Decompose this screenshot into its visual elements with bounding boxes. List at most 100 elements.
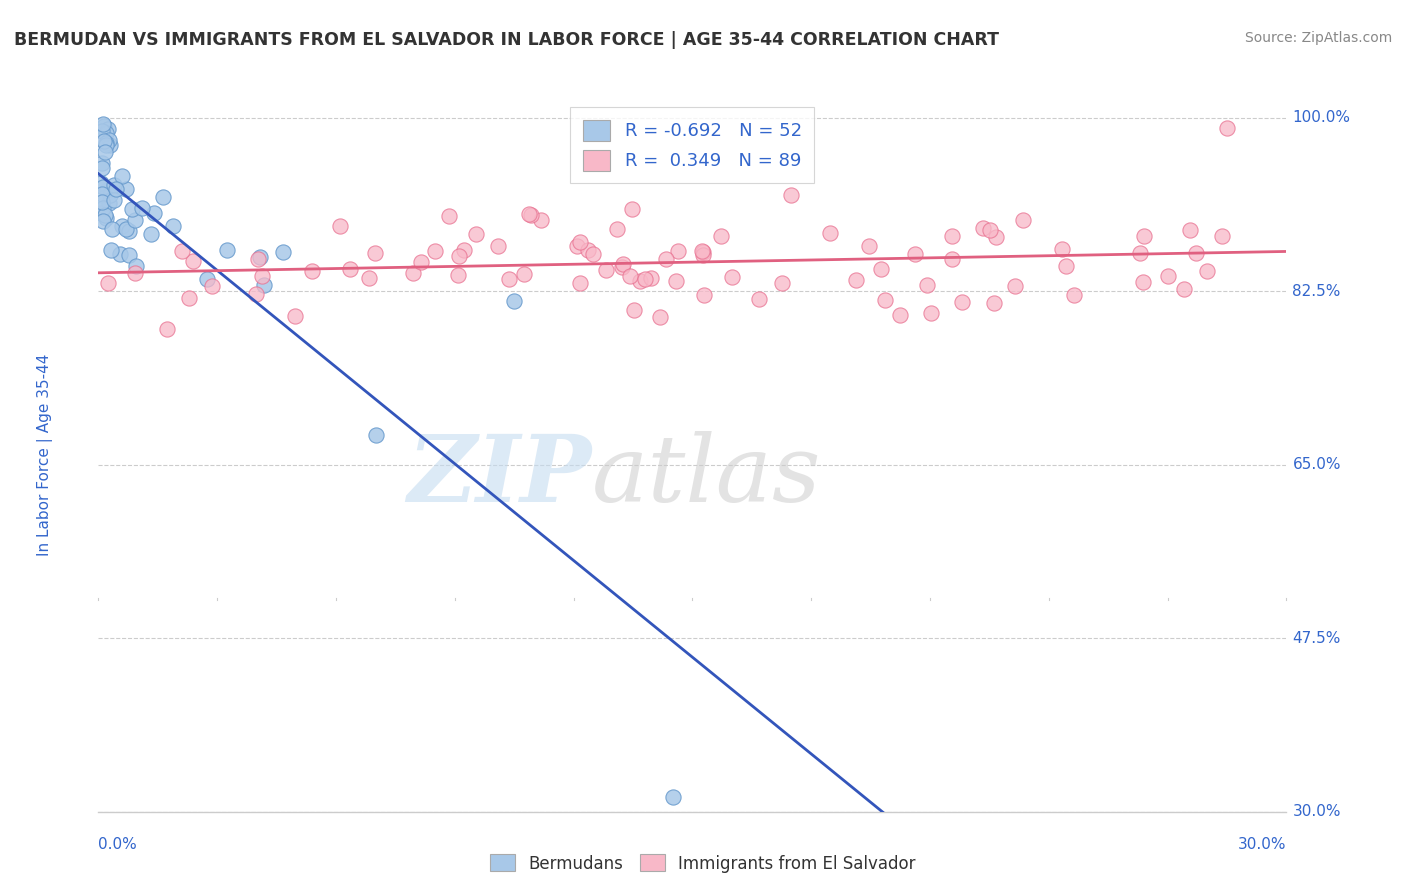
Point (628, 274, 651, 288)
Point (520, 208, 543, 222)
Point (709, 229, 731, 244)
Point (661, 789, 683, 804)
Point (692, 244, 714, 259)
Point (904, 246, 927, 260)
Point (1173, 282, 1195, 296)
Point (98, 138, 121, 153)
Point (284, 309, 307, 323)
Text: 100.0%: 100.0% (1292, 111, 1350, 126)
Text: BERMUDAN VS IMMIGRANTS FROM EL SALVADOR IN LABOR FORCE | AGE 35-44 CORRELATION C: BERMUDAN VS IMMIGRANTS FROM EL SALVADOR … (14, 31, 1000, 49)
Point (339, 261, 361, 276)
Point (1185, 246, 1208, 260)
Point (770, 276, 793, 290)
Point (666, 244, 689, 259)
Text: Source: ZipAtlas.com: Source: ZipAtlas.com (1244, 31, 1392, 45)
Point (623, 302, 645, 317)
Point (247, 252, 270, 266)
Point (411, 255, 433, 269)
Point (655, 252, 678, 266)
Point (91, 187, 114, 202)
Point (91, 155, 114, 169)
Point (245, 287, 267, 301)
Point (96, 126, 118, 140)
Point (271, 245, 294, 260)
Point (941, 252, 963, 266)
Point (357, 271, 380, 285)
Point (110, 247, 132, 261)
Point (124, 266, 146, 280)
Point (650, 310, 672, 325)
Point (105, 182, 128, 196)
Point (780, 187, 803, 202)
Point (921, 305, 943, 319)
Point (748, 292, 770, 306)
Text: 0.0%: 0.0% (98, 837, 138, 852)
Point (249, 250, 271, 264)
Point (889, 308, 911, 322)
Point (1129, 245, 1152, 260)
Point (818, 226, 841, 240)
Text: 47.5%: 47.5% (1292, 631, 1341, 646)
Point (1050, 242, 1073, 256)
Point (90, 206, 112, 220)
Point (115, 182, 138, 196)
Point (97, 276, 120, 290)
Legend: R = -0.692   N = 52, R =  0.349   N = 89: R = -0.692 N = 52, R = 0.349 N = 89 (571, 107, 814, 183)
Point (950, 295, 973, 310)
Point (1195, 264, 1218, 278)
Point (582, 247, 605, 261)
Point (619, 268, 641, 283)
Point (364, 428, 387, 442)
Point (1012, 212, 1035, 227)
Point (100, 243, 122, 257)
Point (858, 239, 880, 253)
Point (91, 117, 114, 131)
Legend: Bermudans, Immigrants from El Salvador: Bermudans, Immigrants from El Salvador (484, 847, 922, 880)
Point (634, 272, 657, 286)
Point (91, 123, 114, 137)
Point (97, 122, 120, 136)
Point (1063, 287, 1085, 301)
Point (111, 219, 134, 234)
Point (215, 243, 238, 257)
Point (721, 269, 744, 284)
Point (93, 119, 115, 133)
Point (453, 243, 475, 257)
Point (97, 133, 120, 147)
Point (595, 263, 617, 277)
Point (1178, 223, 1201, 237)
Point (941, 229, 963, 244)
Point (118, 248, 141, 262)
Point (90, 195, 112, 210)
Point (870, 262, 893, 277)
Point (984, 230, 1007, 244)
Point (401, 266, 423, 280)
Point (465, 227, 488, 241)
Point (90, 177, 112, 191)
Point (177, 291, 200, 305)
Point (94, 136, 117, 150)
Point (124, 212, 146, 227)
Text: 82.5%: 82.5% (1292, 284, 1341, 299)
Point (1054, 259, 1077, 273)
Point (437, 209, 460, 223)
Point (690, 244, 713, 258)
Point (1004, 279, 1026, 293)
Point (152, 190, 174, 204)
Point (111, 169, 134, 183)
Point (301, 264, 323, 278)
Point (103, 193, 125, 207)
Text: atlas: atlas (592, 432, 821, 521)
Point (253, 277, 276, 292)
Text: In Labor Force | Age 35-44: In Labor Force | Age 35-44 (37, 354, 53, 556)
Point (665, 274, 688, 288)
Point (96, 211, 118, 225)
Point (329, 219, 352, 234)
Point (606, 221, 628, 235)
Point (640, 270, 662, 285)
Point (610, 260, 633, 274)
Point (162, 219, 184, 234)
Point (567, 239, 589, 253)
Point (576, 244, 599, 258)
Point (96, 183, 118, 197)
